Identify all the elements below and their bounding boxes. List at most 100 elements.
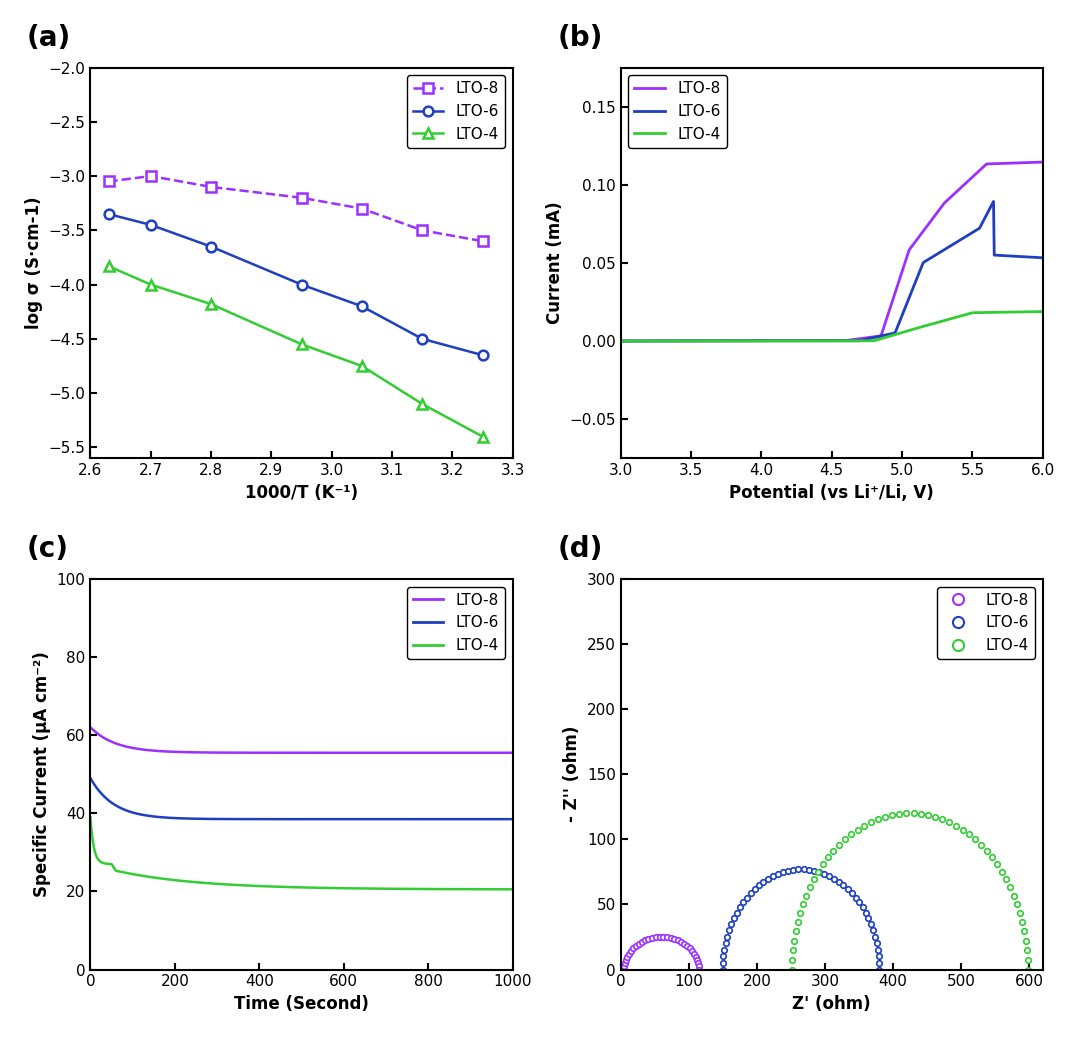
LTO-6 xyxy=(737,896,750,908)
X-axis label: Z' (ohm): Z' (ohm) xyxy=(793,995,872,1013)
LTO-8 xyxy=(630,939,643,952)
LTO-8 xyxy=(642,933,654,946)
LTO-8 xyxy=(416,224,429,237)
LTO-6 xyxy=(818,868,831,880)
LTO-8 xyxy=(653,931,666,944)
Text: (d): (d) xyxy=(557,536,603,564)
Line: LTO-6: LTO-6 xyxy=(104,210,487,360)
LTO-8 xyxy=(618,963,631,976)
LTO-6 xyxy=(771,868,784,880)
Text: (a): (a) xyxy=(27,24,71,52)
LTO-6 xyxy=(355,300,368,312)
Y-axis label: Current (mA): Current (mA) xyxy=(545,201,564,324)
LTO-6 xyxy=(716,963,729,976)
LTO-8 xyxy=(661,931,674,944)
Legend: LTO-8, LTO-6, LTO-4: LTO-8, LTO-6, LTO-4 xyxy=(629,75,727,147)
Line: LTO-4: LTO-4 xyxy=(789,811,1030,973)
X-axis label: Time (Second): Time (Second) xyxy=(234,995,369,1013)
LTO-4 xyxy=(949,819,962,831)
LTO-6 xyxy=(725,919,738,931)
LTO-6 xyxy=(837,879,850,892)
LTO-8 xyxy=(657,931,670,944)
LTO-4 xyxy=(1020,934,1032,947)
LTO-8 xyxy=(691,957,704,969)
LTO-6 xyxy=(867,924,880,936)
LTO-8 xyxy=(646,932,659,945)
Legend: LTO-8, LTO-6, LTO-4: LTO-8, LTO-6, LTO-4 xyxy=(407,75,505,147)
LTO-4 xyxy=(789,925,802,937)
LTO-6 xyxy=(862,912,875,925)
LTO-6 xyxy=(727,912,740,925)
Line: LTO-8: LTO-8 xyxy=(104,171,487,246)
LTO-8 xyxy=(680,939,693,952)
LTO-6 xyxy=(145,219,158,231)
LTO-6 xyxy=(719,937,732,950)
LTO-6 xyxy=(753,879,766,892)
Y-axis label: log σ (S·cm-1): log σ (S·cm-1) xyxy=(25,196,43,329)
LTO-6 xyxy=(757,875,770,887)
LTO-4 xyxy=(1022,963,1035,976)
Legend: LTO-8, LTO-6, LTO-4: LTO-8, LTO-6, LTO-4 xyxy=(407,586,505,659)
LTO-6 xyxy=(873,950,886,962)
LTO-4 xyxy=(295,338,308,351)
LTO-6 xyxy=(873,963,886,976)
Text: (c): (c) xyxy=(27,536,69,564)
LTO-6 xyxy=(797,864,810,876)
LTO-6 xyxy=(856,901,869,913)
LTO-6 xyxy=(717,950,730,962)
X-axis label: 1000/T (K⁻¹): 1000/T (K⁻¹) xyxy=(245,484,359,501)
LTO-6 xyxy=(733,901,746,913)
LTO-6 xyxy=(416,332,429,345)
LTO-6 xyxy=(827,872,840,884)
LTO-8 xyxy=(635,935,648,948)
Text: (b): (b) xyxy=(557,24,603,52)
LTO-8 xyxy=(619,957,632,969)
LTO-8 xyxy=(688,948,701,960)
LTO-8 xyxy=(675,935,688,948)
LTO-6 xyxy=(833,875,846,887)
LTO-6 xyxy=(777,866,789,878)
LTO-4 xyxy=(102,260,114,272)
LTO-6 xyxy=(792,864,805,876)
LTO-8 xyxy=(621,951,634,963)
LTO-8 xyxy=(669,933,681,946)
LTO-6 xyxy=(853,896,866,908)
LTO-4 xyxy=(851,823,864,836)
Line: LTO-4: LTO-4 xyxy=(104,262,487,441)
LTO-6 xyxy=(870,937,883,950)
X-axis label: Potential (vs Li⁺/Li, V): Potential (vs Li⁺/Li, V) xyxy=(729,484,934,501)
LTO-8 xyxy=(686,945,699,957)
LTO-6 xyxy=(841,882,854,895)
LTO-6 xyxy=(782,865,795,877)
LTO-8 xyxy=(626,943,639,955)
LTO-6 xyxy=(744,886,757,899)
LTO-8 xyxy=(691,954,704,966)
LTO-8 xyxy=(638,934,651,947)
LTO-6 xyxy=(868,930,881,943)
LTO-8 xyxy=(689,951,702,963)
LTO-6 xyxy=(295,278,308,291)
LTO-8 xyxy=(102,175,114,188)
LTO-8 xyxy=(618,960,631,973)
LTO-4 xyxy=(416,398,429,410)
LTO-6 xyxy=(716,957,729,969)
LTO-4 xyxy=(893,808,906,820)
Line: LTO-8: LTO-8 xyxy=(621,934,702,973)
LTO-6 xyxy=(720,930,733,943)
LTO-6 xyxy=(102,208,114,220)
LTO-6 xyxy=(476,349,489,361)
LTO-4 xyxy=(355,360,368,373)
LTO-8 xyxy=(678,937,691,950)
LTO-6 xyxy=(723,924,735,936)
LTO-6 xyxy=(823,870,836,882)
LTO-6 xyxy=(730,906,743,919)
LTO-8 xyxy=(684,943,697,955)
LTO-6 xyxy=(761,872,774,884)
Legend: LTO-8, LTO-6, LTO-4: LTO-8, LTO-6, LTO-4 xyxy=(936,586,1036,659)
LTO-8 xyxy=(295,192,308,204)
LTO-6 xyxy=(873,957,886,969)
LTO-8 xyxy=(692,960,705,973)
LTO-6 xyxy=(718,944,731,956)
LTO-6 xyxy=(849,892,862,904)
LTO-8 xyxy=(649,931,662,944)
